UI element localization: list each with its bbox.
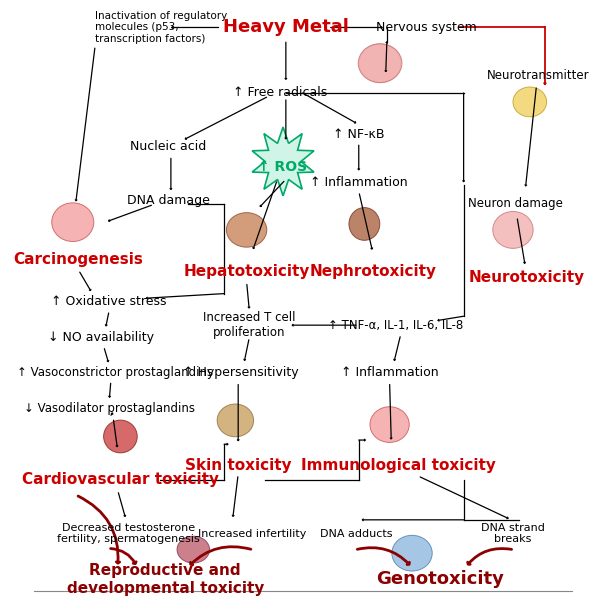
Text: Increased T cell
proliferation: Increased T cell proliferation (203, 311, 295, 339)
Ellipse shape (103, 420, 138, 453)
Text: Genotoxicity: Genotoxicity (376, 571, 504, 589)
Text: ↑ Free radicals: ↑ Free radicals (233, 86, 327, 100)
Text: ↑ Hypersensitivity: ↑ Hypersensitivity (183, 366, 299, 379)
Ellipse shape (52, 203, 94, 242)
Text: ↑ Vasoconstrictor prostaglandins: ↑ Vasoconstrictor prostaglandins (17, 366, 213, 379)
Text: Hepatotoxicity: Hepatotoxicity (184, 264, 310, 279)
Text: Nervous system: Nervous system (376, 21, 477, 34)
Text: Immunological toxicity: Immunological toxicity (301, 458, 496, 473)
Text: Nucleic acid: Nucleic acid (130, 140, 206, 153)
Ellipse shape (370, 407, 409, 442)
Text: Nephrotoxicity: Nephrotoxicity (309, 264, 437, 279)
Ellipse shape (392, 535, 432, 571)
Text: Skin toxicity: Skin toxicity (185, 458, 291, 473)
Text: Neuron damage: Neuron damage (468, 197, 563, 209)
Text: Increased infertility: Increased infertility (198, 529, 306, 539)
Text: DNA adducts: DNA adducts (320, 529, 392, 539)
Ellipse shape (358, 44, 402, 83)
Text: Decreased testosterone
fertility, spermatogenesis: Decreased testosterone fertility, sperma… (57, 523, 200, 544)
Text: DNA strand
breaks: DNA strand breaks (481, 523, 545, 544)
Text: ↑ TNF-α, IL-1, IL-6, IL-8: ↑ TNF-α, IL-1, IL-6, IL-8 (328, 319, 463, 332)
Ellipse shape (513, 87, 547, 117)
Text: ↑ ROS: ↑ ROS (258, 160, 307, 175)
Ellipse shape (349, 208, 380, 241)
Ellipse shape (177, 536, 209, 563)
Text: Neurotoxicity: Neurotoxicity (469, 270, 585, 285)
Ellipse shape (217, 404, 254, 437)
Text: ↓ NO availability: ↓ NO availability (48, 331, 154, 344)
Text: Inactivation of regulatory
molecules (p53,
transcription factors): Inactivation of regulatory molecules (p5… (95, 11, 227, 44)
Text: ↑ Inflammation: ↑ Inflammation (341, 366, 438, 379)
Text: 🧠: 🧠 (374, 54, 386, 73)
Text: Cardiovascular toxicity: Cardiovascular toxicity (22, 472, 219, 487)
Ellipse shape (493, 211, 533, 248)
Text: Reproductive and
developmental toxicity: Reproductive and developmental toxicity (66, 563, 264, 596)
Ellipse shape (359, 44, 401, 83)
Text: Heavy Metal: Heavy Metal (223, 19, 349, 37)
Polygon shape (252, 127, 314, 196)
Text: ↑ NF-κB: ↑ NF-κB (333, 128, 385, 141)
Text: Neurotransmitter: Neurotransmitter (487, 68, 590, 82)
Text: ↑ Inflammation: ↑ Inflammation (310, 176, 408, 189)
Ellipse shape (227, 212, 267, 247)
Text: ↓ Vasodilator prostaglandins: ↓ Vasodilator prostaglandins (24, 402, 195, 415)
Text: Carcinogenesis: Carcinogenesis (13, 252, 144, 267)
Text: ↑ Oxidative stress: ↑ Oxidative stress (51, 295, 167, 308)
Text: DNA damage: DNA damage (127, 194, 209, 206)
